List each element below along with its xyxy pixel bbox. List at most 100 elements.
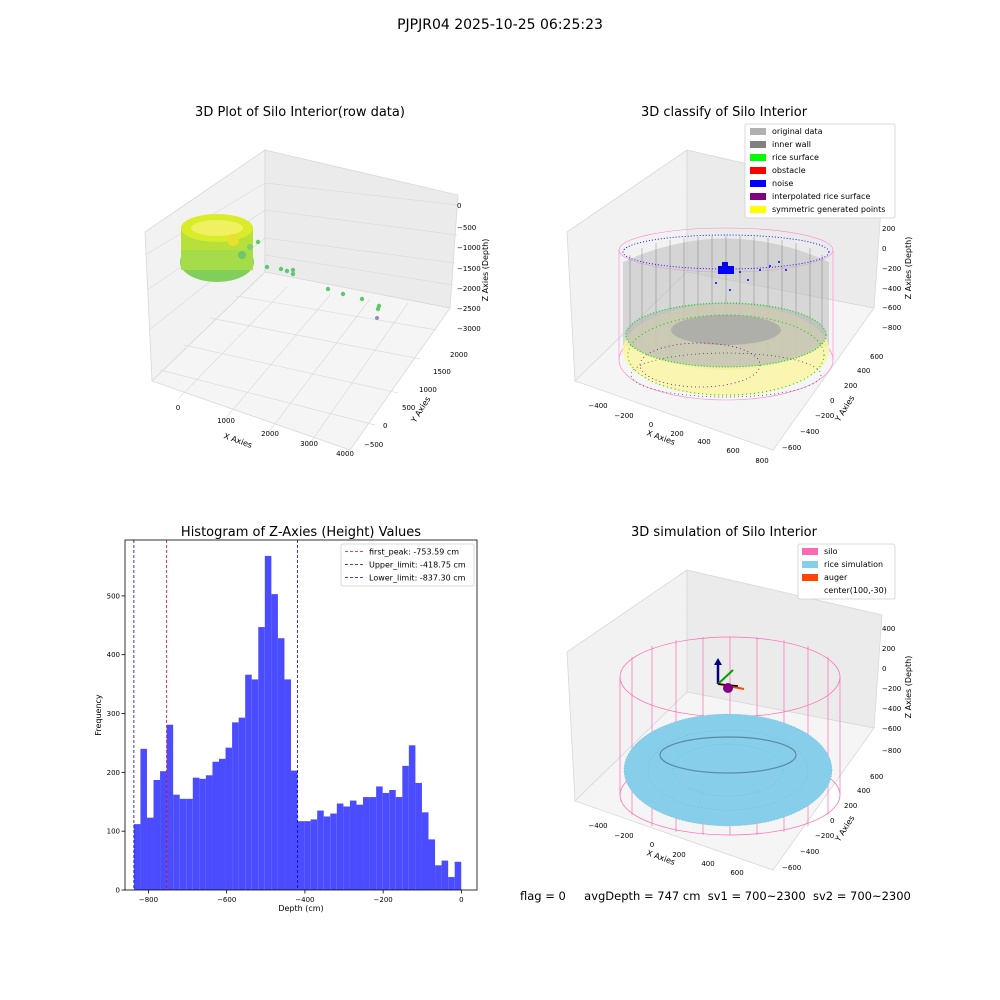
svg-text:1000: 1000 bbox=[419, 386, 437, 394]
histogram-bar bbox=[140, 748, 147, 890]
legend-swatch-inner-wall bbox=[750, 141, 766, 148]
svg-text:600: 600 bbox=[730, 869, 743, 877]
svg-text:0: 0 bbox=[176, 404, 180, 412]
histogram-y-tick-label: 400 bbox=[107, 651, 120, 659]
simulation-x-ticks: −400 −200 0 200 400 600 bbox=[588, 822, 743, 877]
legend-swatch-silo bbox=[802, 548, 818, 555]
svg-text:0: 0 bbox=[830, 817, 834, 825]
svg-text:600: 600 bbox=[726, 447, 739, 455]
svg-text:−500: −500 bbox=[364, 441, 383, 449]
histogram-bar bbox=[369, 797, 377, 890]
svg-text:200: 200 bbox=[844, 802, 857, 810]
sv1-status: sv1 = 700~2300 bbox=[707, 889, 806, 903]
histogram-bar bbox=[363, 797, 370, 890]
histogram-bar bbox=[166, 724, 174, 890]
svg-text:−800: −800 bbox=[882, 324, 901, 332]
histogram-bar bbox=[264, 555, 272, 890]
legend-swatch-symmetric bbox=[750, 206, 766, 213]
svg-text:−1000: −1000 bbox=[457, 244, 481, 252]
svg-text:2000: 2000 bbox=[450, 351, 468, 359]
svg-text:−400: −400 bbox=[588, 822, 607, 830]
flag-status: flag = 0 bbox=[520, 889, 566, 903]
histogram-bar bbox=[317, 810, 324, 890]
status-footer: flag = 0 avgDepth = 747 cm sv1 = 700~230… bbox=[520, 889, 911, 903]
svg-text:200: 200 bbox=[844, 382, 857, 390]
svg-text:0: 0 bbox=[649, 421, 653, 429]
histogram-bar bbox=[343, 806, 350, 890]
svg-text:−400: −400 bbox=[882, 705, 901, 713]
histogram-bar bbox=[428, 839, 436, 890]
svg-text:−200: −200 bbox=[815, 412, 834, 420]
classify-z-axis-label: Z Axies (Depth) bbox=[904, 237, 913, 300]
raw-silo-points bbox=[180, 214, 254, 282]
svg-text:−2000: −2000 bbox=[457, 285, 481, 293]
raw-outlier-points bbox=[255, 239, 382, 320]
histogram-bar bbox=[356, 804, 364, 890]
histogram-bar bbox=[454, 861, 462, 890]
svg-text:rice surface: rice surface bbox=[772, 153, 819, 162]
histogram-bar bbox=[336, 803, 344, 890]
histogram-bar bbox=[160, 771, 167, 890]
svg-text:1000: 1000 bbox=[217, 417, 235, 425]
svg-text:0: 0 bbox=[830, 397, 834, 405]
svg-text:400: 400 bbox=[701, 860, 714, 868]
histogram-bar bbox=[258, 627, 265, 890]
svg-text:200: 200 bbox=[670, 430, 683, 438]
histogram-bar bbox=[408, 745, 416, 890]
histogram-bar bbox=[238, 717, 246, 890]
svg-text:−3000: −3000 bbox=[457, 325, 481, 333]
simulation-plot-title: 3D simulation of Silo Interior bbox=[631, 525, 818, 540]
histogram-y-tick-label: 500 bbox=[107, 592, 120, 600]
legend-swatch-obstacle bbox=[750, 167, 766, 174]
classify-plot-panel: 3D classify of Silo Interior bbox=[566, 105, 913, 465]
histogram-bar bbox=[251, 679, 259, 890]
svg-text:original data: original data bbox=[772, 127, 823, 136]
svg-text:Upper_limit: -418.75 cm: Upper_limit: -418.75 cm bbox=[369, 561, 466, 570]
histogram-bar bbox=[133, 824, 141, 890]
histogram-panel: Histogram of Z-Axies (Height) Values −80… bbox=[94, 525, 478, 913]
histogram-y-ticks: 0 100 200 300 400 500 bbox=[107, 592, 125, 895]
svg-text:obstacle: obstacle bbox=[772, 166, 806, 175]
svg-text:Lower_limit: -837.30 cm: Lower_limit: -837.30 cm bbox=[369, 574, 466, 583]
svg-text:−500: −500 bbox=[457, 224, 476, 232]
histogram-bar bbox=[415, 782, 422, 890]
histogram-y-tick-label: 300 bbox=[107, 710, 120, 718]
avg-depth-status: avgDepth = 747 cm bbox=[584, 889, 701, 903]
histogram-bar bbox=[153, 780, 161, 890]
histogram-bar bbox=[199, 778, 206, 890]
histogram-bar bbox=[232, 722, 239, 890]
histogram-bar bbox=[310, 819, 318, 890]
svg-text:interpolated rice surface: interpolated rice surface bbox=[772, 192, 870, 201]
classify-y-ticks: −600 −400 −200 0 200 400 600 bbox=[782, 353, 883, 452]
simulation-rice-surface bbox=[623, 713, 833, 827]
histogram-bar bbox=[192, 777, 200, 890]
histogram-bar bbox=[291, 770, 298, 890]
svg-text:−600: −600 bbox=[782, 864, 801, 872]
histogram-bar bbox=[421, 812, 429, 890]
histogram-reference-lines bbox=[133, 540, 298, 890]
legend-swatch-interpolated bbox=[750, 193, 766, 200]
svg-text:600: 600 bbox=[870, 353, 883, 361]
histogram-bar bbox=[323, 816, 331, 890]
svg-text:400: 400 bbox=[882, 625, 895, 633]
svg-text:2000: 2000 bbox=[261, 430, 279, 438]
svg-text:400: 400 bbox=[697, 438, 710, 446]
histogram-bar bbox=[441, 860, 449, 890]
svg-text:auger: auger bbox=[824, 573, 848, 582]
svg-text:4000: 4000 bbox=[336, 450, 354, 458]
svg-text:−400: −400 bbox=[882, 285, 901, 293]
legend-swatch-rice-simulation bbox=[802, 561, 818, 568]
svg-text:−2500: −2500 bbox=[457, 305, 481, 313]
svg-text:0: 0 bbox=[882, 665, 886, 673]
sv2-status: sv2 = 700~2300 bbox=[812, 889, 911, 903]
raw-z-ticks: 0 −500 −1000 −1500 −2000 −2500 −3000 bbox=[457, 202, 481, 333]
histogram-bar bbox=[349, 800, 357, 890]
simulation-center-marker bbox=[723, 683, 733, 693]
raw-z-axis-label: Z Axies (Depth) bbox=[481, 239, 490, 302]
histogram-bar bbox=[212, 761, 219, 890]
svg-text:−200: −200 bbox=[815, 832, 834, 840]
svg-text:−400: −400 bbox=[800, 848, 819, 856]
histogram-y-tick-label: 100 bbox=[107, 828, 120, 836]
svg-text:−1500: −1500 bbox=[457, 265, 481, 273]
